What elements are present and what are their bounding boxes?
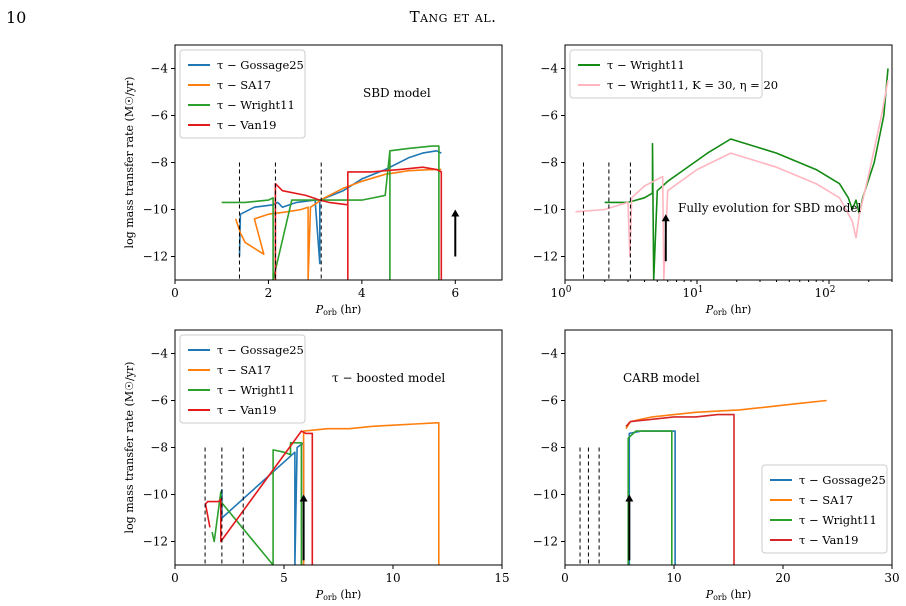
- plot-area: [221, 145, 443, 280]
- legend-box: [179, 49, 306, 139]
- panel-annotation: CARB model: [623, 371, 700, 385]
- arrow-head: [625, 494, 634, 502]
- panel-annotation: Fully evolution for SBD model: [678, 201, 862, 215]
- y-tick-label: −10: [143, 203, 168, 217]
- legend-entry: τ − Gossage25: [217, 343, 304, 357]
- series-line-1: [238, 150, 442, 265]
- panel-annotation: SBD model: [363, 86, 431, 100]
- y-tick-label: −12: [533, 250, 558, 264]
- panel-boosted: −4 −6 −8 −10 −12 0 5 10 15 Porb (hr) log mass tran…: [123, 329, 510, 602]
- series-line-4: [204, 430, 314, 565]
- y-tick-label: −8: [150, 441, 168, 455]
- legend-entry: τ − Wright11: [217, 98, 295, 112]
- panel-sbd: −4 −6 −8 −10 −12 0 2 4 6 Porb (hr) log mass transf…: [123, 44, 503, 317]
- series-line-1: [604, 68, 889, 280]
- plot-area: [575, 68, 889, 280]
- x-tick-label: 0: [561, 571, 569, 585]
- series-line-4: [274, 166, 443, 280]
- y-tick-label: −12: [143, 535, 168, 549]
- y-tick-label: −12: [143, 250, 168, 264]
- legend-entry: τ − SA17: [799, 493, 853, 507]
- page-number: 10: [6, 8, 27, 27]
- y-tick-label: −4: [540, 62, 558, 76]
- legend-entry: τ − Gossage25: [217, 58, 304, 72]
- y-axis-label: log mass transfer rate (M☉/yr): [123, 77, 136, 249]
- x-tick-label: 20: [775, 571, 790, 585]
- x-tick-label: 0: [171, 571, 179, 585]
- legend-entry: τ − Gossage25: [799, 473, 886, 487]
- panel-annotation: τ − boosted model: [332, 371, 445, 385]
- x-axis-label: Porb (hr): [705, 588, 752, 602]
- x-tick-label: 15: [494, 571, 509, 585]
- y-tick-label: −8: [150, 156, 168, 170]
- legend-box: [179, 334, 306, 424]
- legend-entry: τ − Van19: [217, 403, 276, 417]
- legend-entry: τ − Wright11: [217, 383, 295, 397]
- arrow-head: [451, 209, 460, 217]
- series-line-2: [302, 422, 440, 565]
- y-tick-label: −10: [533, 488, 558, 502]
- x-tick-label: 6: [451, 286, 459, 300]
- y-tick-label: −8: [540, 156, 558, 170]
- x-axis-label: Porb (hr): [315, 303, 362, 317]
- plot-area: [579, 399, 827, 565]
- y-tick-label: −6: [540, 109, 558, 123]
- legend-entry: τ − Wright11: [607, 58, 685, 72]
- series-line-2: [575, 80, 889, 280]
- series-line-2: [234, 168, 442, 280]
- series-line-2: [625, 399, 827, 430]
- series-line-4: [625, 413, 735, 565]
- x-axis-label: Porb (hr): [705, 303, 752, 317]
- series-line-1: [220, 442, 305, 565]
- legend-entry: τ − SA17: [217, 78, 271, 92]
- arrow-head: [299, 494, 308, 502]
- x-tick-label: 10: [385, 571, 400, 585]
- y-tick-label: −12: [533, 535, 558, 549]
- series-line-3: [627, 430, 673, 565]
- y-tick-label: −4: [150, 347, 168, 361]
- y-tick-label: −8: [540, 441, 558, 455]
- y-tick-label: −10: [143, 488, 168, 502]
- plot-area: [204, 422, 440, 565]
- series-line-3: [221, 145, 440, 280]
- series-line-1: [628, 430, 676, 565]
- x-tick-label: 4: [358, 286, 366, 300]
- x-tick-label: 10: [666, 571, 681, 585]
- y-tick-label: −6: [150, 394, 168, 408]
- legend-box: [569, 49, 763, 99]
- legend-entry: τ − Wright11, K = 30, η = 20: [607, 78, 778, 92]
- x-tick-label: 5: [280, 571, 288, 585]
- y-tick-label: −6: [150, 109, 168, 123]
- x-tick-label: 2: [265, 286, 273, 300]
- legend-entry: τ − Wright11: [799, 513, 877, 527]
- x-tick-label: 30: [884, 571, 899, 585]
- x-tick-label: 100: [550, 285, 571, 300]
- arrow-head: [661, 214, 670, 222]
- x-tick-label: 101: [683, 285, 704, 300]
- legend-entry: τ − SA17: [217, 363, 271, 377]
- y-axis-label: log mass transfer rate (M☉/yr): [123, 362, 136, 534]
- legend-entry: τ − Van19: [217, 118, 276, 132]
- y-tick-label: −4: [540, 347, 558, 361]
- panel-carb: −4 −6 −8 −10 −12 0 10 20 30 Porb (hr) CARB model τ …: [533, 329, 900, 602]
- running-head: Tang et al.: [409, 8, 497, 26]
- panel-full: −4 −6 −8 −10 −12 100 101 102 Porb (hr) Fully evol…: [533, 44, 893, 317]
- legend-entry: τ − Van19: [799, 533, 858, 547]
- x-tick-label: 0: [171, 286, 179, 300]
- series-line-3: [211, 442, 303, 565]
- x-axis-label: Porb (hr): [315, 588, 362, 602]
- x-tick-label: 102: [815, 285, 836, 300]
- legend-box: [761, 464, 888, 554]
- y-tick-label: −6: [540, 394, 558, 408]
- y-tick-label: −10: [533, 203, 558, 217]
- y-tick-label: −4: [150, 62, 168, 76]
